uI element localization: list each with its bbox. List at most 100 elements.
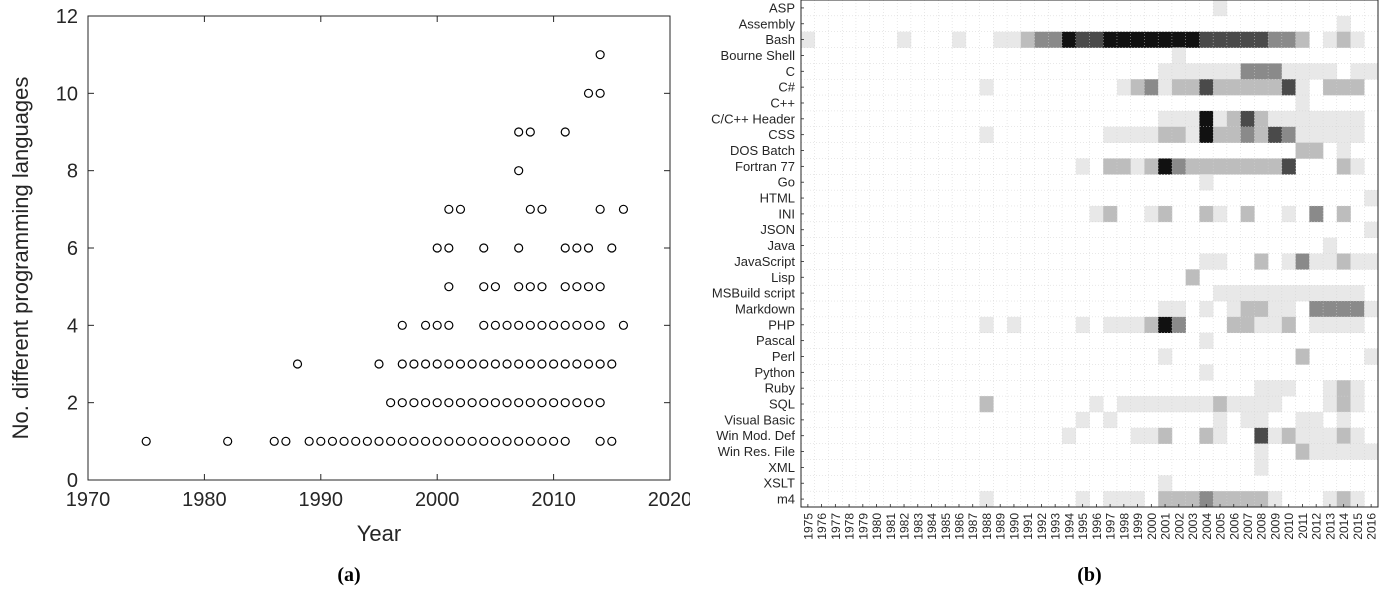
language-label: Visual Basic xyxy=(724,412,795,427)
language-label: Perl xyxy=(772,349,795,364)
year-label: 2012 xyxy=(1310,513,1324,540)
data-point xyxy=(455,204,466,214)
data-point xyxy=(560,243,570,253)
data-point xyxy=(537,320,547,330)
heatmap-cell xyxy=(1048,31,1063,48)
data-points xyxy=(141,50,629,446)
heatmap-cell xyxy=(1130,491,1145,508)
heatmap-cell xyxy=(1171,63,1186,80)
heatmap-cell xyxy=(1075,491,1090,508)
heatmap-cell xyxy=(1226,63,1241,80)
heatmap-cell xyxy=(1185,110,1200,128)
language-label: Python xyxy=(755,365,795,380)
year-label: 2006 xyxy=(1227,513,1241,540)
data-point xyxy=(502,359,512,369)
language-label: XSLT xyxy=(763,476,795,491)
heatmap-cell xyxy=(1075,31,1090,48)
data-point xyxy=(386,398,396,408)
data-point xyxy=(432,359,442,369)
data-point xyxy=(560,282,570,292)
data-point xyxy=(514,243,524,253)
year-label: 1993 xyxy=(1049,513,1063,540)
heatmap-cell xyxy=(1268,427,1283,444)
heatmap-cell xyxy=(1268,316,1283,334)
data-point xyxy=(572,282,582,292)
heatmap-cell xyxy=(1336,15,1351,32)
year-label: 1984 xyxy=(925,513,939,540)
heatmap-cell xyxy=(979,396,994,413)
heatmap-cell xyxy=(1350,443,1365,460)
language-label: CSS xyxy=(768,127,795,142)
heatmap-cell xyxy=(1254,63,1269,80)
language-label: Fortran 77 xyxy=(735,159,795,174)
heatmap-cell xyxy=(1199,332,1214,349)
heatmap-cell xyxy=(1199,364,1214,381)
data-point xyxy=(292,359,303,369)
heatmap-cell xyxy=(1323,427,1338,444)
heatmap-cell xyxy=(1226,126,1241,143)
heatmap-cell xyxy=(1309,63,1324,80)
heatmap-cell xyxy=(1144,79,1159,96)
heatmap-cell xyxy=(1199,253,1214,270)
heatmap-cell xyxy=(1309,301,1324,318)
heatmap-cell xyxy=(979,491,994,508)
heatmap-cell xyxy=(1240,126,1255,143)
heatmap-cell xyxy=(1213,205,1228,223)
data-point xyxy=(525,282,535,292)
language-label: C++ xyxy=(770,95,795,110)
heatmap-cell xyxy=(1336,316,1351,334)
data-point xyxy=(432,320,442,330)
heatmap-cell xyxy=(1199,491,1214,508)
heatmap-cell xyxy=(1213,79,1228,96)
heatmap-cell xyxy=(1254,491,1269,508)
language-label: Bourne Shell xyxy=(721,48,796,63)
heatmap-cell xyxy=(1268,126,1283,143)
data-point xyxy=(362,436,372,446)
x-tick-label: 2010 xyxy=(531,489,576,511)
heatmap-cell xyxy=(1295,411,1310,429)
year-label: 1978 xyxy=(843,513,857,540)
heatmap-cell xyxy=(1240,491,1255,508)
heatmap-cell xyxy=(1336,253,1351,270)
heatmap-cell xyxy=(1075,316,1090,334)
year-label: 2005 xyxy=(1214,513,1228,540)
heatmap-cell xyxy=(1130,31,1145,48)
year-label: 1989 xyxy=(994,513,1008,540)
heatmap-cell xyxy=(1309,126,1324,143)
language-label: JSON xyxy=(760,222,795,237)
heatmap-cell xyxy=(1350,63,1365,80)
heatmap-cell xyxy=(1295,110,1310,128)
year-label: 1980 xyxy=(870,513,884,540)
heatmap-cell xyxy=(979,316,994,334)
year-label: 1992 xyxy=(1035,513,1049,540)
data-point xyxy=(595,88,605,98)
year-label: 1994 xyxy=(1062,513,1076,540)
heatmap-cell xyxy=(1199,158,1214,175)
heatmap-cell xyxy=(1213,0,1228,17)
language-label: SQL xyxy=(769,397,795,412)
year-label: 1985 xyxy=(939,513,953,540)
heatmap-cell xyxy=(1281,158,1296,175)
data-point xyxy=(479,359,489,369)
data-point xyxy=(618,320,629,330)
heatmap-cell xyxy=(1268,31,1283,48)
heatmap-cell xyxy=(1089,396,1104,413)
data-point xyxy=(397,436,407,446)
data-point xyxy=(141,436,151,446)
y-tick-label: 8 xyxy=(67,161,78,183)
heatmap-cell xyxy=(1199,31,1214,48)
heatmap-cell xyxy=(979,79,994,96)
data-point xyxy=(409,436,419,446)
heatmap-cell xyxy=(1364,253,1379,270)
data-point xyxy=(548,320,559,330)
heatmap-cell xyxy=(1336,396,1351,413)
heatmap-cell xyxy=(1364,301,1379,318)
year-label: 1988 xyxy=(980,513,994,540)
data-point xyxy=(455,398,466,408)
heatmap-cell xyxy=(1130,316,1145,334)
heatmap-cell xyxy=(1281,205,1296,223)
year-label: 2008 xyxy=(1255,513,1269,540)
data-point xyxy=(537,436,547,446)
heatmap-cell xyxy=(1350,491,1365,508)
heatmap-cell xyxy=(1323,285,1338,302)
